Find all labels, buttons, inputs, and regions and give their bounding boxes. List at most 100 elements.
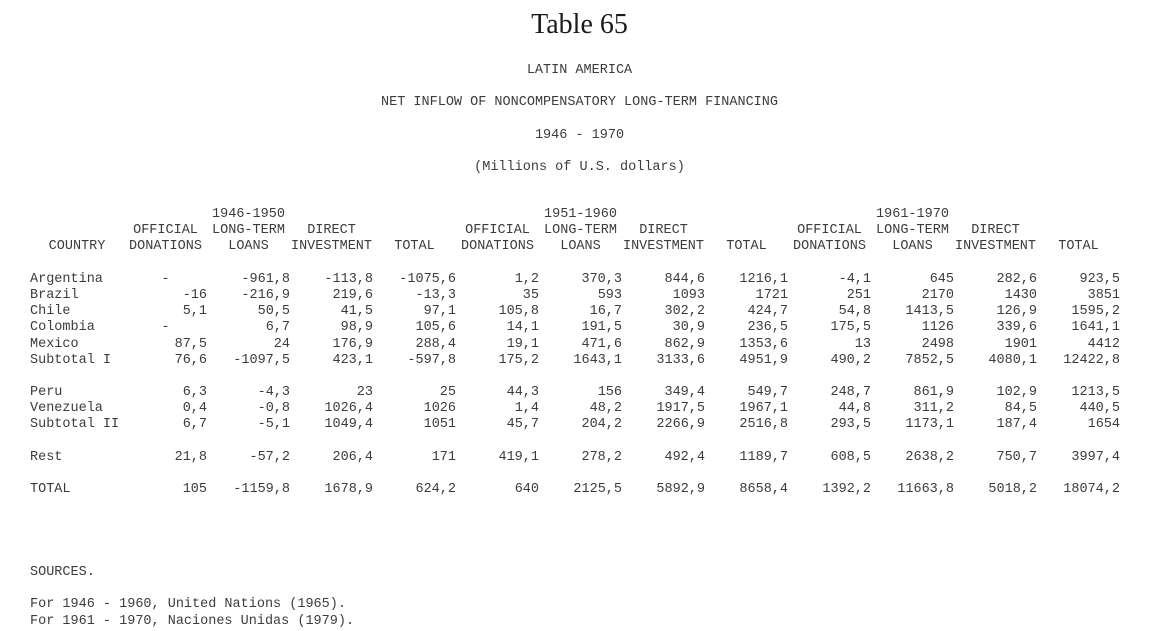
value-cell: 21,8 (174, 449, 207, 465)
column-header: DONATIONS (793, 239, 866, 255)
country-cell: Rest (30, 449, 63, 465)
value-cell: 3133,6 (656, 352, 705, 368)
value-cell: 87,5 (174, 336, 207, 352)
value-cell: 1049,4 (324, 417, 373, 433)
value-cell: 45,7 (506, 417, 539, 433)
value-cell: 11663,8 (897, 482, 954, 498)
value-cell: 25 (439, 385, 456, 401)
value-cell: 219,6 (332, 287, 373, 303)
value-cell: 282,6 (996, 271, 1037, 287)
table-row: Venezuela 0,4 -0,8 1026,4 1026 1,4 48,2 1917,5 1… (0, 401, 1120, 417)
column-header: OFFICIAL (465, 223, 530, 239)
column-header: DONATIONS (461, 239, 534, 255)
country-cell: Colombia (30, 320, 95, 336)
value-cell: 1353,6 (739, 336, 788, 352)
value-cell: 1,2 (514, 271, 539, 287)
table-header-row-1: OFFICIAL LONG-TERM DIRECT OFFICIAL LONG-TERM… (0, 223, 1120, 239)
header-cell-empty (124, 207, 207, 223)
column-header: DONATIONS (129, 239, 202, 255)
subtitle-line-3: 1946 - 1970 (534, 127, 625, 143)
subtitle-line-2: NET INFLOW OF NONCOMPENSATORY LONG-TERM … (381, 95, 778, 111)
value-cell: 311,2 (913, 401, 954, 417)
table-row: Brazil -16 -216,9 219,6 -13,3 35 593 1093 1721 25… (0, 288, 1120, 304)
value-cell: 1901 (1004, 336, 1037, 352)
value-cell: 236,5 (747, 320, 788, 336)
value-cell: 30,9 (672, 320, 705, 336)
sources-label: SOURCES. (30, 565, 95, 580)
header-cell-empty (456, 207, 539, 223)
value-cell: 0,4 (182, 401, 207, 417)
value-cell: 248,7 (830, 385, 871, 401)
value-cell: 44,3 (506, 385, 539, 401)
header-cell-empty (788, 207, 871, 223)
country-cell: Subtotal I (30, 352, 112, 368)
sources-lines: For 1946 - 1960, United Nations (1965). F… (30, 597, 354, 629)
value-cell: 16,7 (589, 304, 622, 320)
column-header: LONG-TERM (876, 223, 949, 239)
value-cell: 6,7 (182, 417, 207, 433)
header-spacer (30, 223, 124, 239)
value-cell: 288,4 (415, 336, 456, 352)
value-cell: 3997,4 (1071, 449, 1120, 465)
value-cell: 1392,2 (822, 482, 871, 498)
value-cell: 5892,9 (656, 482, 705, 498)
value-cell: 2516,8 (739, 417, 788, 433)
value-cell: 862,9 (664, 336, 705, 352)
subtitle-line-1: LATIN AMERICA (526, 63, 633, 78)
value-cell: 1216,1 (739, 271, 788, 287)
value-cell: 175,5 (830, 320, 871, 336)
value-cell: 5018,2 (988, 482, 1037, 498)
column-header: DIRECT (971, 223, 1020, 239)
column-header: TOTAL (394, 239, 435, 255)
table-row: Rest 21,8 -57,2 206,4 171 419,1 278,2 492,4 1189… (0, 450, 1120, 466)
table-row: Colombia - 6,7 98,9 105,6 14,1 191,5 30,9 236,5 1… (0, 320, 1120, 336)
value-cell: 640 (514, 482, 539, 498)
value-cell: 608,5 (830, 449, 871, 465)
value-cell: 4412 (1087, 336, 1120, 352)
value-cell: 24 (273, 336, 290, 352)
column-header: TOTAL (726, 239, 767, 255)
value-cell: 6,3 (182, 385, 207, 401)
value-cell: 76,6 (174, 352, 207, 368)
period-label: 1946-1950 (212, 207, 285, 222)
value-cell: -1075,6 (399, 271, 456, 287)
header-spacer (30, 207, 124, 223)
column-header: LONG-TERM (544, 223, 617, 239)
source-line-2: For 1961 - 1970, Naciones Unidas (1979). (30, 613, 355, 629)
table-row: Chile 5,1 50,5 41,5 97,1 105,8 16,7 302,2 424,7 5… (0, 304, 1120, 320)
value-cell: 1643,1 (573, 352, 622, 368)
column-header: OFFICIAL (797, 223, 862, 239)
table-gap-row (0, 434, 1120, 450)
value-cell: 490,2 (830, 352, 871, 368)
sources-section: SOURCES. For 1946 - 1960, United Nations… (30, 565, 354, 630)
table-gap-row (0, 369, 1120, 385)
value-cell: -5,1 (257, 417, 290, 433)
value-cell: - (161, 271, 170, 287)
value-cell: -1097,5 (233, 352, 290, 368)
value-cell: 18074,2 (1063, 482, 1120, 498)
country-cell: Venezuela (30, 401, 103, 417)
value-cell: 1026,4 (324, 401, 373, 417)
value-cell: 50,5 (257, 304, 290, 320)
value-cell: 339,6 (996, 320, 1037, 336)
value-cell: -1159,8 (233, 482, 290, 498)
column-header: INVESTMENT (622, 239, 704, 255)
table-header-row-2: COUNTRY DONATIONS LOANS INVESTMENT TOTAL DONA… (0, 239, 1120, 255)
value-cell: 1654 (1087, 417, 1120, 433)
value-cell: 23 (356, 385, 373, 401)
header-cell-empty (373, 207, 456, 223)
table-row: Peru 6,3 -4,3 23 25 44,3 156 349,4 549,7 248,7 861… (0, 385, 1120, 401)
value-cell: 54,8 (838, 304, 871, 320)
value-cell: -4,1 (838, 271, 871, 287)
country-cell: Peru (30, 385, 63, 401)
value-cell: 105 (182, 482, 207, 498)
value-cell: 4080,1 (988, 352, 1037, 368)
value-cell: -16 (182, 287, 207, 303)
value-cell: 6,7 (265, 320, 290, 336)
value-cell: 175,2 (498, 352, 539, 368)
value-cell: 844,6 (664, 271, 705, 287)
value-cell: 624,2 (415, 482, 456, 498)
value-cell: 8658,4 (739, 482, 788, 498)
value-cell: 293,5 (830, 417, 871, 433)
table-gap-row (0, 466, 1120, 482)
